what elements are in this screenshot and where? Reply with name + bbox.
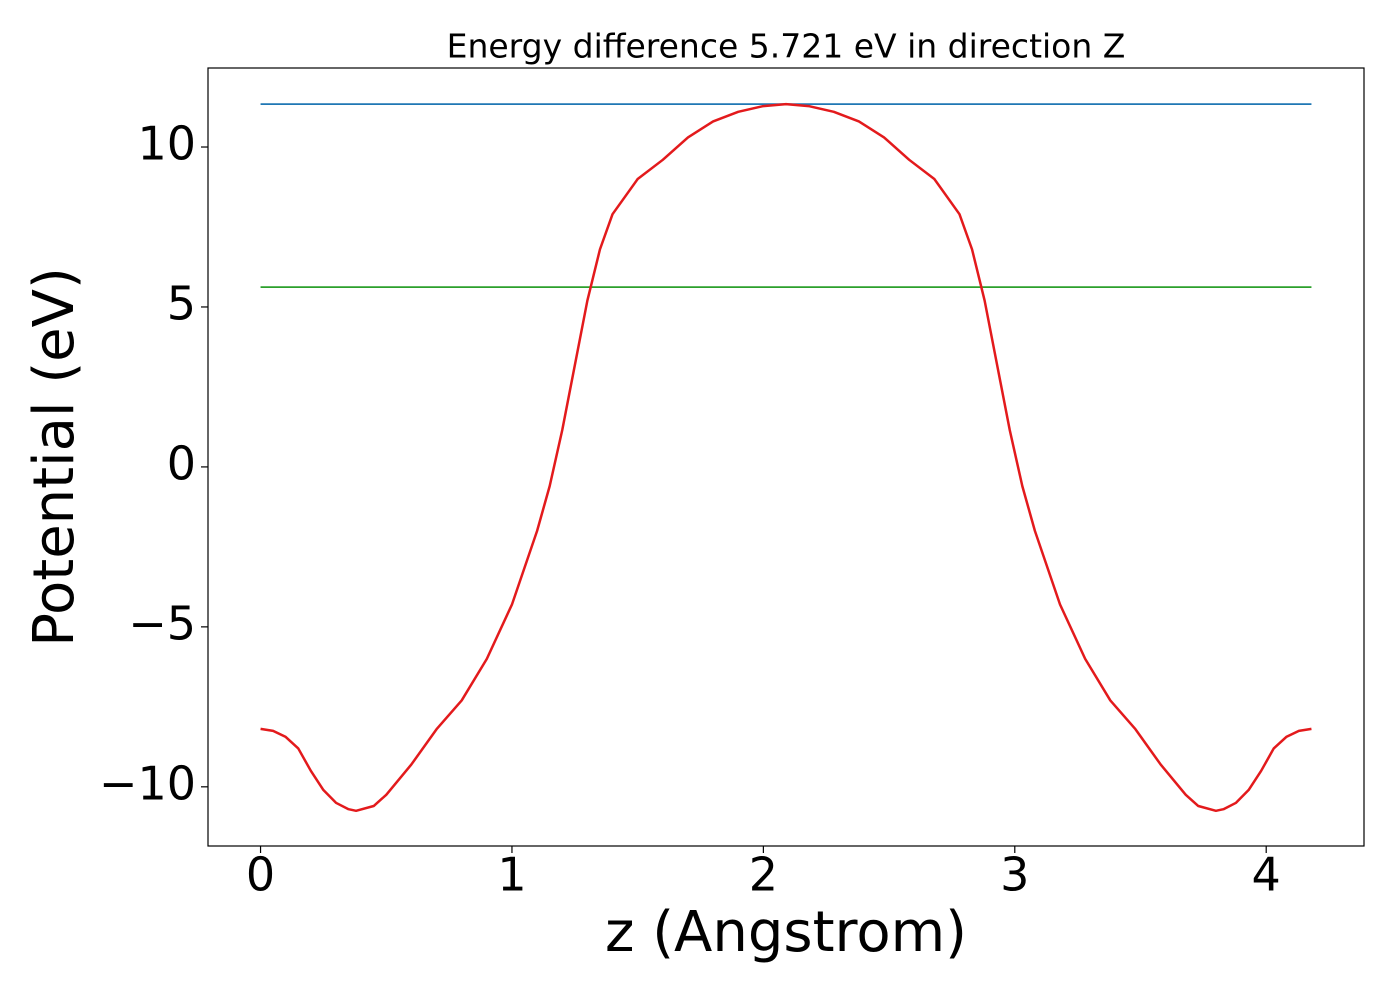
y-tick-label: 10 xyxy=(137,117,196,171)
line-series xyxy=(260,102,1312,813)
y-tick-label: 5 xyxy=(167,276,196,330)
y-tick-label: −10 xyxy=(99,756,196,810)
chart-title: Energy difference 5.721 eV in direction … xyxy=(447,27,1126,66)
y-tick-label: 0 xyxy=(167,436,196,490)
x-tick-label: 0 xyxy=(246,848,275,902)
y-tick-label: −5 xyxy=(128,596,196,650)
x-tick-label: 4 xyxy=(1252,848,1281,902)
x-tick-label: 3 xyxy=(1000,848,1029,902)
x-tick-label: 2 xyxy=(749,848,778,902)
plot-frame xyxy=(207,67,1365,847)
y-axis-label: Potential (eV) xyxy=(22,267,87,647)
x-tick-label: 1 xyxy=(497,848,526,902)
x-axis-label: z (Angstrom) xyxy=(605,900,967,965)
